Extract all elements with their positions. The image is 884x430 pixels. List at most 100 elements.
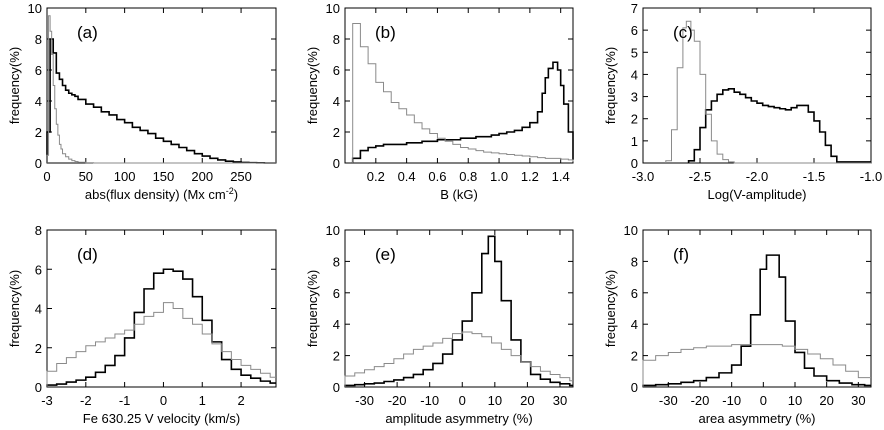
y-tick-label: 5 — [631, 45, 638, 60]
x-tick-label: 0.2 — [367, 169, 385, 184]
panel-label: (a) — [77, 23, 98, 42]
x-tick-label: -3.0 — [632, 169, 654, 184]
x-tick-label: -20 — [691, 393, 710, 408]
x-tick-label: -2.5 — [689, 169, 711, 184]
x-tick-label: -20 — [388, 393, 407, 408]
x-tick-label: 20 — [520, 393, 534, 408]
x-tick-label: -1.0 — [860, 169, 882, 184]
y-axis-label: frequency(%) — [603, 270, 618, 347]
y-tick-label: 10 — [28, 1, 42, 16]
x-axis-label: area asymmetry (%) — [698, 411, 815, 426]
x-tick-label: 0.8 — [459, 169, 477, 184]
y-tick-label: 4 — [35, 302, 42, 317]
y-tick-label: 2 — [631, 112, 638, 127]
y-tick-label: 0 — [35, 156, 42, 171]
y-tick-label: 2 — [35, 341, 42, 356]
x-tick-label: 1.0 — [490, 169, 508, 184]
x-tick-label: -2.0 — [746, 169, 768, 184]
series-black — [344, 235, 573, 387]
y-tick-label: 8 — [35, 223, 42, 238]
y-tick-label: 4 — [35, 94, 42, 109]
plot-frame — [344, 229, 574, 388]
y-tick-label: 8 — [333, 254, 340, 269]
series-gray — [665, 20, 871, 164]
y-tick-label: 6 — [35, 63, 42, 78]
y-axis-label: frequency(%) — [7, 270, 22, 347]
x-tick-label: -2 — [80, 393, 92, 408]
plot-frame — [344, 7, 574, 164]
x-tick-label: 150 — [153, 169, 175, 184]
x-tick-label: -10 — [420, 393, 439, 408]
y-tick-label: 0 — [35, 380, 42, 395]
y-axis-label: frequency(%) — [7, 47, 22, 124]
y-axis-label: frequency(%) — [603, 47, 618, 124]
x-tick-label: 0 — [459, 393, 466, 408]
panel-3: -3 -2 -1 0 1 2 0 2 4 6 8 (d) Fe 630.25 V velocity (k… — [7, 223, 277, 426]
series-gray — [352, 23, 574, 163]
y-tick-label: 10 — [326, 1, 340, 16]
x-tick-label: 0.6 — [428, 169, 446, 184]
panel-0: 0 50 100 150 200 250 0 2 4 6 8 10 (a) abs(flux densit… — [7, 1, 277, 202]
x-tick-label: 20 — [819, 393, 833, 408]
series-gray — [642, 344, 871, 387]
panel-5: -30 -20 -10 0 10 20 30 0 2 4 6 8 10 (f) area asymmetry… — [603, 223, 872, 426]
y-tick-label: 4 — [631, 317, 638, 332]
series-gray — [46, 15, 276, 164]
panel-4: -30 -20 -10 0 10 20 30 0 2 4 6 8 10 (e) amplitude asym… — [305, 223, 574, 426]
x-axis-label: abs(flux density) (Mx cm-2) — [85, 186, 238, 202]
x-tick-label: 100 — [114, 169, 136, 184]
plot-frame — [642, 229, 872, 388]
series-black — [351, 61, 574, 163]
x-axis-label: B (kG) — [440, 187, 478, 202]
x-tick-label: -10 — [722, 393, 741, 408]
x-tick-label: 0 — [760, 393, 767, 408]
x-axis-label: Fe 630.25 V velocity (km/s) — [83, 411, 241, 426]
x-tick-label: 0 — [160, 393, 167, 408]
x-tick-label: 0.4 — [398, 169, 416, 184]
panel-label: (c) — [673, 23, 693, 42]
y-tick-label: 1 — [631, 134, 638, 149]
x-tick-label: 0 — [43, 169, 50, 184]
series-black — [642, 254, 871, 387]
y-tick-label: 6 — [631, 286, 638, 301]
y-tick-label: 4 — [631, 67, 638, 82]
y-tick-label: 0 — [333, 380, 340, 395]
x-tick-label: -3 — [41, 393, 53, 408]
x-axis-label-superscript: -2 — [226, 186, 234, 196]
x-tick-label: 2 — [237, 393, 244, 408]
y-tick-label: 2 — [35, 125, 42, 140]
panel-label: (b) — [375, 23, 396, 42]
y-tick-label: 2 — [333, 349, 340, 364]
y-tick-label: 2 — [631, 349, 638, 364]
y-tick-label: 10 — [326, 223, 340, 238]
y-tick-label: 6 — [35, 262, 42, 277]
y-tick-label: 2 — [333, 125, 340, 140]
panel-label: (d) — [77, 245, 98, 264]
x-tick-label: 1.2 — [521, 169, 539, 184]
y-tick-label: 8 — [631, 254, 638, 269]
series-black — [46, 268, 276, 387]
series-gray — [344, 331, 573, 387]
y-tick-label: 0 — [631, 156, 638, 171]
series-gray — [46, 302, 276, 387]
panel-label: (e) — [375, 245, 396, 264]
y-tick-label: 7 — [631, 1, 638, 16]
x-tick-label: -30 — [355, 393, 374, 408]
y-tick-label: 6 — [333, 286, 340, 301]
y-tick-label: 4 — [333, 94, 340, 109]
x-axis-label-suffix: ) — [234, 187, 238, 202]
x-tick-label: 50 — [79, 169, 93, 184]
y-tick-label: 10 — [624, 223, 638, 238]
panel-label: (f) — [673, 245, 689, 264]
x-tick-label: 30 — [553, 393, 567, 408]
y-tick-label: 8 — [35, 32, 42, 47]
y-axis-label: frequency(%) — [305, 270, 320, 347]
y-tick-label: 3 — [631, 90, 638, 105]
x-tick-label: 250 — [230, 169, 252, 184]
x-tick-label: 1 — [199, 393, 206, 408]
x-axis-label: amplitude asymmetry (%) — [385, 411, 532, 426]
series-black — [46, 38, 276, 164]
x-tick-label: 10 — [488, 393, 502, 408]
y-tick-label: 4 — [333, 317, 340, 332]
